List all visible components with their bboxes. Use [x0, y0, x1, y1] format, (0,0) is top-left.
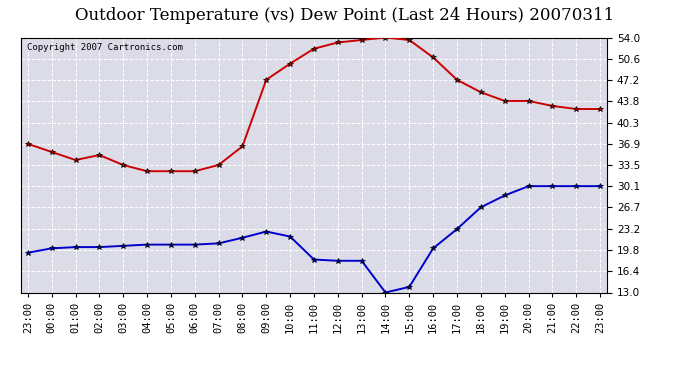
Text: Outdoor Temperature (vs) Dew Point (Last 24 Hours) 20070311: Outdoor Temperature (vs) Dew Point (Last…	[75, 8, 615, 24]
Text: Copyright 2007 Cartronics.com: Copyright 2007 Cartronics.com	[26, 43, 182, 52]
